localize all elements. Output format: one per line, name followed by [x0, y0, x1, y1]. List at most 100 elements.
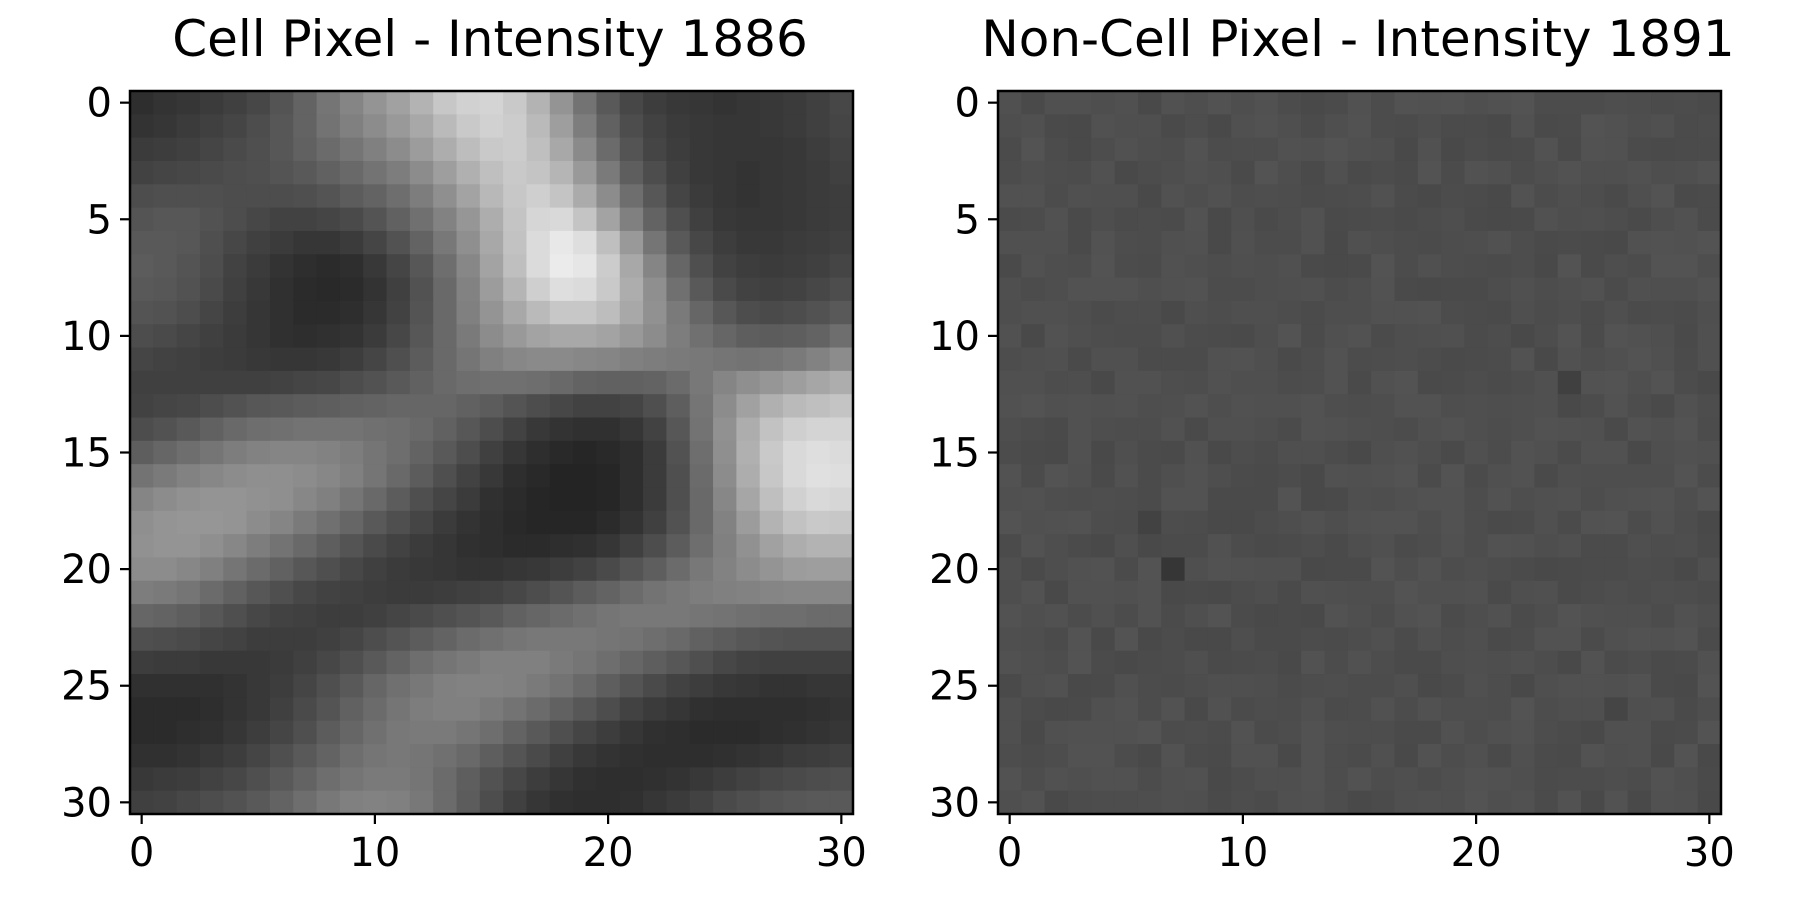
heatmap-cell: [433, 114, 458, 139]
heatmap-cell: [433, 91, 458, 115]
heatmap-cell: [1394, 674, 1419, 698]
heatmap-cell: [293, 604, 318, 629]
heatmap-cell: [1137, 417, 1162, 442]
heatmap-cell: [1651, 91, 1675, 115]
heatmap-cell: [199, 464, 224, 489]
heatmap-cell: [456, 767, 481, 792]
heatmap-cell: [130, 370, 154, 395]
heatmap-cell: [1674, 184, 1699, 209]
heatmap-cell: [1021, 300, 1046, 325]
heatmap-cell: [1441, 114, 1466, 139]
heatmap-cell: [1277, 674, 1302, 698]
heatmap-cell: [1254, 394, 1279, 419]
heatmap-cell: [619, 160, 644, 185]
heatmap-cell: [526, 254, 551, 279]
heatmap-cell: [1021, 254, 1046, 279]
heatmap-cell: [689, 627, 714, 652]
heatmap-cell: [736, 137, 761, 162]
heatmap-cell: [1137, 744, 1162, 768]
heatmap-cell: [1021, 464, 1046, 489]
heatmap-cell: [199, 394, 224, 419]
heatmap-cell: [1511, 277, 1536, 302]
heatmap-cell: [1557, 440, 1582, 465]
heatmap-cell: [176, 744, 201, 768]
heatmap-cell: [713, 674, 737, 698]
heatmap-cell: [1231, 790, 1256, 815]
heatmap-cell: [783, 207, 807, 232]
heatmap-cell: [643, 347, 668, 372]
heatmap-cell: [1511, 650, 1536, 675]
heatmap-cell: [199, 580, 224, 605]
heatmap-cell: [783, 790, 807, 815]
heatmap-cell: [1347, 394, 1372, 419]
heatmap-cell: [1137, 487, 1162, 512]
y-tick-label: 30: [61, 780, 112, 826]
heatmap-cell: [1534, 557, 1559, 582]
heatmap-cell: [998, 254, 1022, 279]
heatmap-cell: [526, 160, 551, 185]
heatmap-cell: [643, 487, 668, 512]
heatmap-cell: [386, 207, 411, 232]
heatmap-cell: [1207, 91, 1232, 115]
heatmap-cell: [806, 324, 831, 349]
heatmap-cell: [246, 277, 271, 302]
heatmap-cell: [269, 91, 294, 115]
heatmap-cell: [806, 207, 831, 232]
heatmap-cell: [759, 114, 784, 139]
heatmap-cell: [1161, 580, 1186, 605]
heatmap-cell: [1487, 650, 1512, 675]
heatmap-cell: [153, 744, 178, 768]
heatmap-cell: [713, 627, 737, 652]
heatmap-cell: [386, 230, 411, 255]
heatmap-cell: [1627, 790, 1652, 815]
heatmap-cell: [1277, 91, 1302, 115]
heatmap-cell: [1417, 394, 1442, 419]
heatmap-cell: [1184, 184, 1209, 209]
heatmap-cell: [713, 184, 737, 209]
heatmap-cell: [1254, 744, 1279, 768]
heatmap-cell: [1347, 650, 1372, 675]
heatmap-cell: [293, 767, 318, 792]
heatmap-cell: [1674, 300, 1699, 325]
heatmap-cell: [549, 184, 574, 209]
heatmap-cell: [1487, 627, 1512, 652]
heatmap-cell: [316, 604, 341, 629]
heatmap-cell: [1044, 487, 1069, 512]
heatmap-cell: [573, 697, 598, 722]
heatmap-cell: [1371, 697, 1396, 722]
heatmap-cell: [1627, 627, 1652, 652]
heatmap-cell: [1487, 487, 1512, 512]
heatmap-cell: [1277, 604, 1302, 629]
heatmap-cell: [1161, 347, 1186, 372]
heatmap-cell: [246, 440, 271, 465]
heatmap-cell: [736, 790, 761, 815]
heatmap-cell: [293, 417, 318, 442]
heatmap-cell: [643, 277, 668, 302]
heatmap-cell: [1627, 160, 1652, 185]
heatmap-cell: [759, 487, 784, 512]
heatmap-cell: [1044, 534, 1069, 559]
heatmap-cell: [1697, 137, 1722, 162]
heatmap-cell: [1114, 277, 1139, 302]
heatmap-cell: [806, 370, 831, 395]
heatmap-cell: [1441, 767, 1466, 792]
heatmap-cell: [1697, 674, 1722, 698]
heatmap-cell: [1464, 744, 1489, 768]
heatmap-cell: [130, 627, 154, 652]
heatmap-cell: [1487, 230, 1512, 255]
heatmap-cell: [199, 254, 224, 279]
heatmap-cell: [783, 720, 807, 745]
heatmap-cell: [433, 720, 458, 745]
heatmap-cell: [433, 417, 458, 442]
heatmap-cell: [666, 137, 691, 162]
heatmap-cell: [998, 790, 1022, 815]
heatmap-cell: [829, 230, 854, 255]
heatmap-cell: [1184, 604, 1209, 629]
heatmap-cell: [1207, 674, 1232, 698]
heatmap-cell: [759, 697, 784, 722]
heatmap-cell: [1697, 417, 1722, 442]
heatmap-cell: [736, 230, 761, 255]
heatmap-cell: [1557, 557, 1582, 582]
heatmap-cell: [1627, 580, 1652, 605]
heatmap-cell: [1511, 417, 1536, 442]
